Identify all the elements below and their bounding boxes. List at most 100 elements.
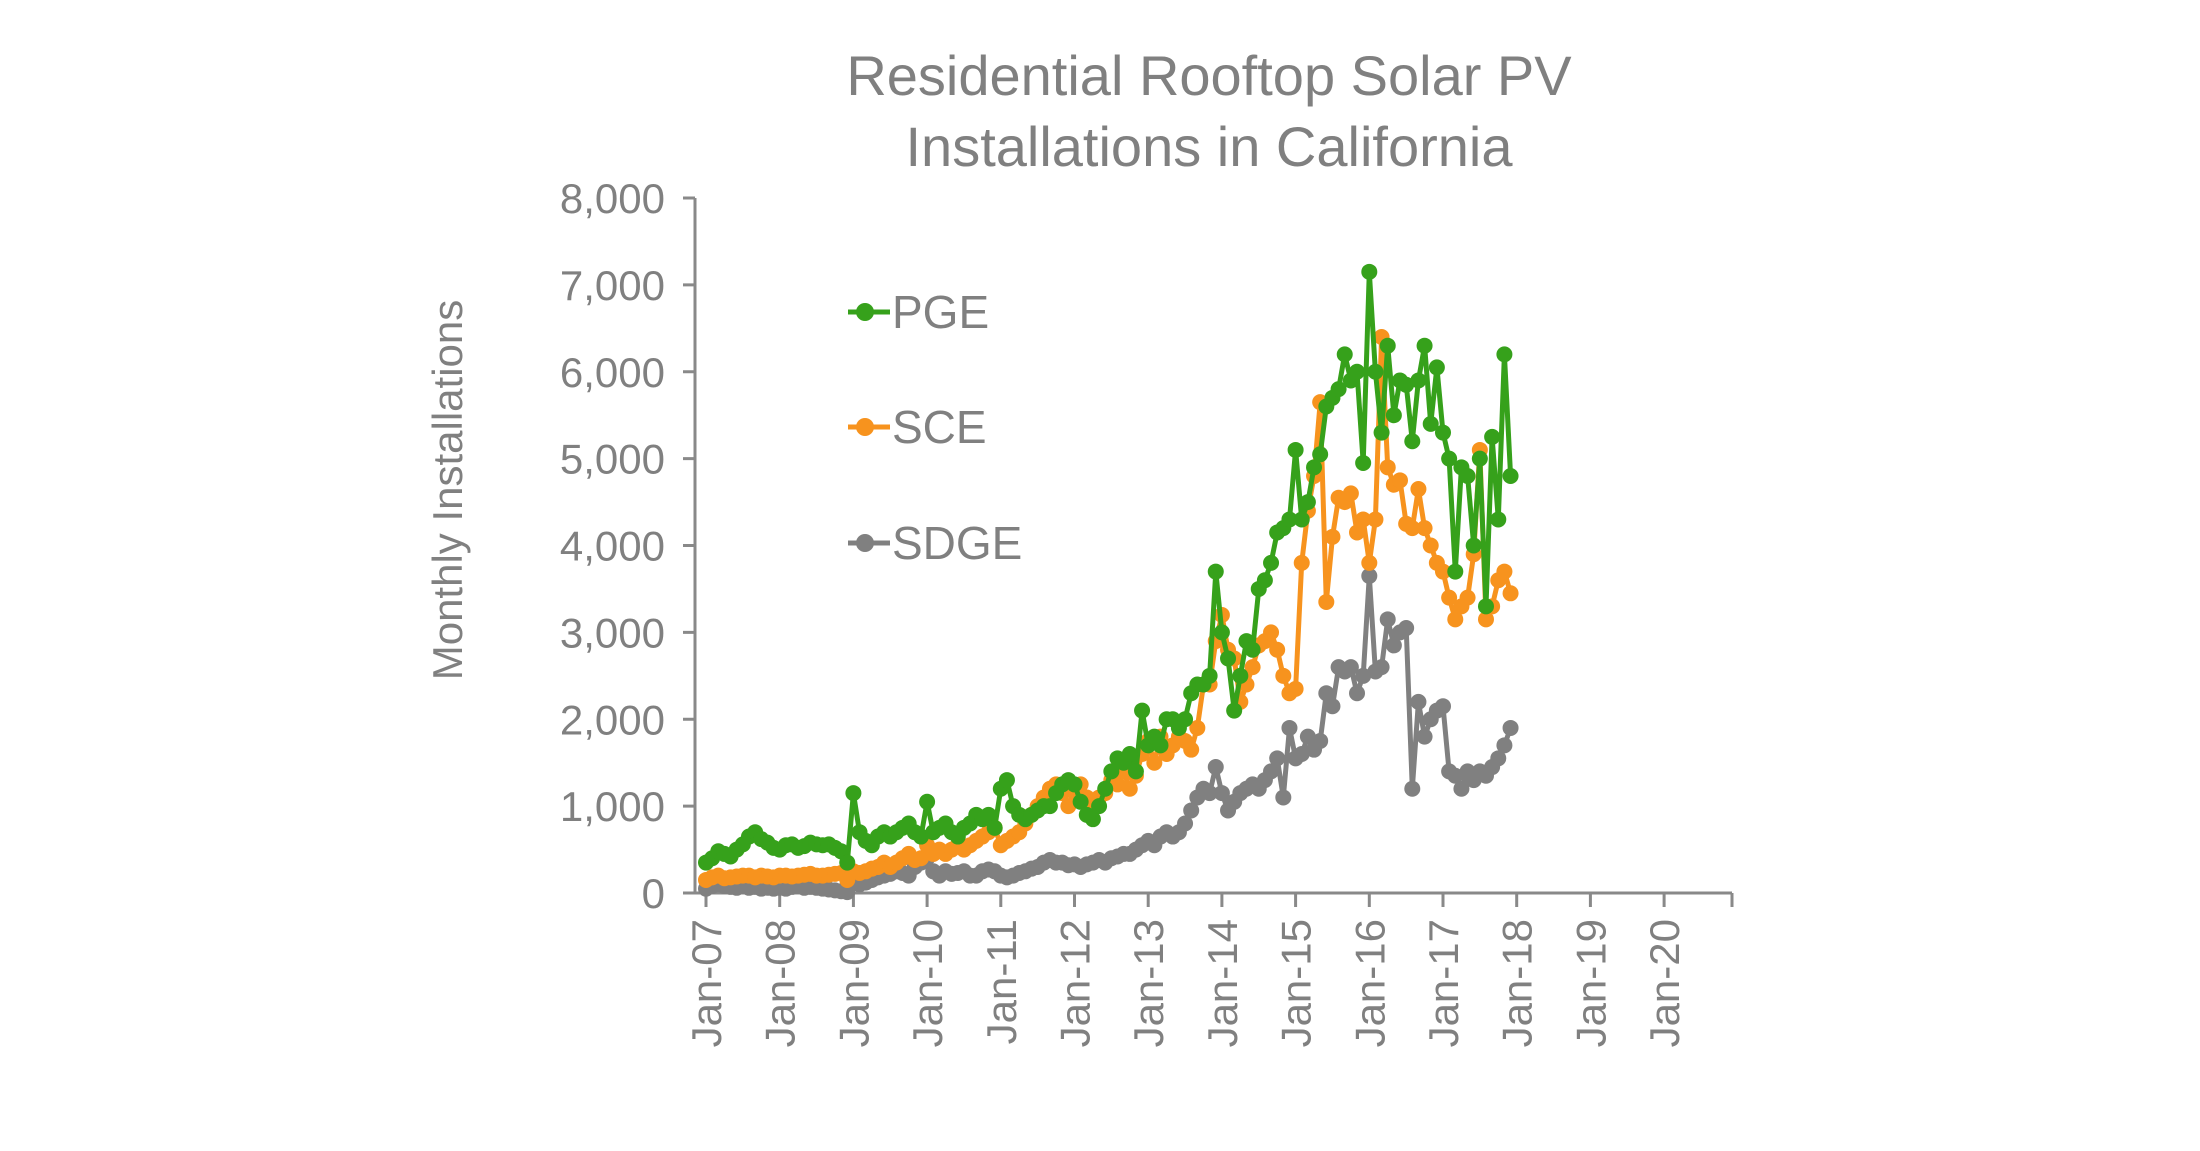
y-tick-label: 4,000	[560, 523, 665, 570]
data-point-pge	[1477, 598, 1494, 615]
legend-item-pge: PGE	[848, 286, 989, 338]
data-point-sce	[1355, 511, 1372, 528]
data-point-pge	[1306, 459, 1323, 476]
data-point-sce	[1379, 459, 1396, 476]
data-point-pge	[1404, 433, 1421, 450]
data-point-sdge	[1447, 767, 1464, 784]
data-point-sce	[1146, 754, 1163, 771]
data-point-sce	[1109, 776, 1126, 793]
data-point-sdge	[1410, 693, 1427, 710]
data-point-pge	[1127, 763, 1144, 780]
x-tick-label: Jan-18	[1494, 919, 1541, 1047]
x-tick-label: Jan-16	[1346, 919, 1393, 1047]
data-point-pge	[1103, 763, 1120, 780]
y-tick-label: 6,000	[560, 349, 665, 396]
data-point-pge	[1496, 346, 1513, 363]
data-point-sdge	[1183, 802, 1200, 819]
data-point-pge	[1152, 737, 1169, 754]
data-point-sdge	[1373, 659, 1390, 676]
series-sdge	[698, 567, 1519, 901]
data-point-pge	[1336, 346, 1353, 363]
x-tick-label: Jan-12	[1052, 919, 1099, 1047]
data-point-pge	[1490, 511, 1507, 528]
data-point-sce	[1392, 472, 1409, 489]
chart-title-line-1: Residential Rooftop Solar PV	[846, 44, 1572, 107]
data-point-sce	[1293, 554, 1310, 571]
data-point-pge	[1177, 711, 1194, 728]
data-point-sce	[1496, 563, 1513, 580]
data-point-sdge	[1385, 637, 1402, 654]
data-point-pge	[1097, 780, 1114, 797]
data-point-pge	[1330, 381, 1347, 398]
data-point-pge	[1041, 798, 1058, 815]
legend-marker-icon	[856, 418, 874, 436]
data-point-sdge	[1398, 620, 1415, 637]
data-point-sdge	[1349, 685, 1366, 702]
data-point-sdge	[1275, 789, 1292, 806]
data-point-sce	[1367, 511, 1384, 528]
data-point-pge	[1121, 746, 1138, 762]
data-point-pge	[1484, 428, 1501, 445]
chart-title-line-2: Installations in California	[906, 115, 1514, 178]
data-point-pge	[1385, 407, 1402, 424]
data-point-sce	[1502, 585, 1519, 602]
data-point-pge	[839, 854, 856, 871]
data-point-sce	[1263, 624, 1280, 641]
data-point-pge	[986, 819, 1003, 836]
data-point-sce	[1287, 680, 1304, 697]
data-point-pge	[1244, 641, 1261, 658]
chart-title: Residential Rooftop Solar PV Installatio…	[846, 44, 1572, 178]
data-point-pge	[1134, 702, 1151, 719]
data-point-pge	[1091, 798, 1108, 815]
data-point-sdge	[1299, 728, 1316, 745]
data-point-sdge	[1207, 759, 1224, 776]
data-point-sdge	[1496, 737, 1513, 754]
x-tick-label: Jan-20	[1641, 919, 1688, 1047]
data-point-sce	[1435, 563, 1451, 580]
data-point-sce	[1121, 780, 1138, 797]
data-point-sdge	[1281, 719, 1298, 736]
data-point-pge	[1287, 441, 1304, 458]
x-tick-label: Jan-07	[683, 919, 730, 1047]
data-point-pge	[1379, 337, 1396, 354]
data-point-sdge	[1293, 746, 1310, 762]
x-tick-label: Jan-14	[1199, 919, 1246, 1047]
data-point-sdge	[1435, 698, 1451, 715]
data-point-pge	[1312, 446, 1329, 463]
data-point-sdge	[1379, 611, 1396, 628]
x-tick-label: Jan-19	[1567, 919, 1614, 1047]
data-point-pge	[1459, 468, 1476, 484]
data-point-pge	[1435, 424, 1451, 441]
series-pge	[698, 263, 1519, 871]
legend-marker-icon	[856, 534, 874, 552]
y-tick-label: 2,000	[560, 696, 665, 743]
data-point-sdge	[1324, 698, 1341, 715]
data-point-pge	[1422, 415, 1439, 432]
y-tick-label: 3,000	[560, 609, 665, 656]
data-point-sce	[1422, 537, 1439, 554]
data-point-pge	[1355, 454, 1372, 471]
legend-marker-icon	[856, 303, 874, 321]
data-point-sdge	[1361, 567, 1378, 584]
data-point-sce	[1269, 641, 1286, 658]
data-point-pge	[1465, 537, 1482, 554]
data-point-pge	[998, 772, 1015, 789]
data-point-pge	[1361, 263, 1378, 280]
data-point-pge	[1447, 563, 1464, 580]
data-point-pge	[1398, 376, 1415, 393]
legend-label: PGE	[892, 286, 989, 338]
data-point-sce	[1324, 528, 1341, 545]
data-point-pge	[1281, 511, 1298, 528]
data-point-sce	[1459, 589, 1476, 606]
data-point-sdge	[1502, 719, 1519, 736]
data-point-sdge	[1312, 732, 1329, 749]
data-point-pge	[1066, 776, 1083, 793]
data-point-pge	[1256, 572, 1273, 589]
data-point-sdge	[1201, 785, 1218, 802]
data-point-pge	[1428, 359, 1445, 376]
data-point-sdge	[1342, 659, 1359, 676]
data-point-pge	[1441, 450, 1458, 467]
y-tick-label: 0	[642, 870, 665, 917]
data-point-sdge	[1213, 785, 1230, 802]
data-point-sce	[1342, 485, 1359, 502]
